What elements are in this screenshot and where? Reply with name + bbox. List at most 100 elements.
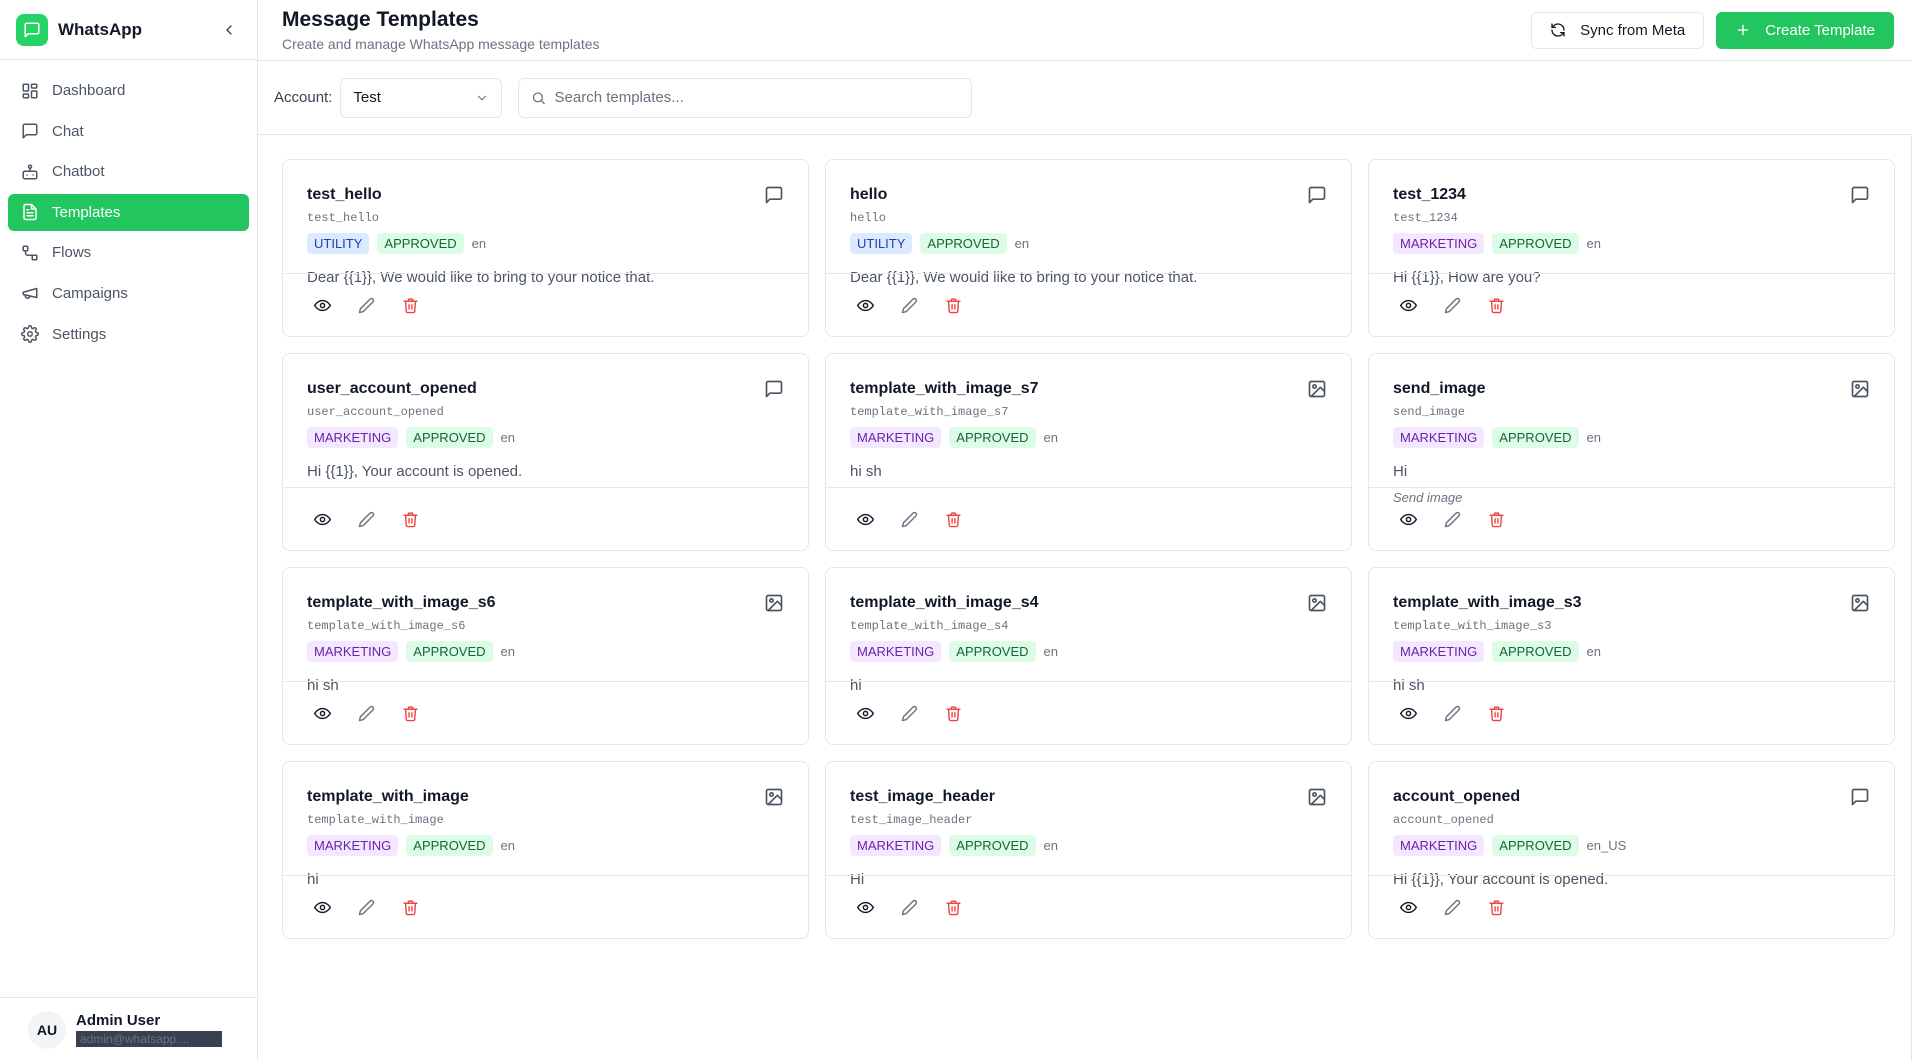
edit-button[interactable] (1443, 704, 1461, 722)
sidebar-item-settings[interactable]: Settings (8, 316, 249, 353)
edit-button[interactable] (900, 898, 918, 916)
search-input[interactable] (554, 89, 960, 106)
user-profile[interactable]: AU Admin User admin@whatsapp.... (0, 997, 258, 1061)
status-badge: APPROVED (949, 427, 1036, 448)
delete-button[interactable] (401, 296, 419, 314)
eye-icon (856, 707, 874, 719)
collapse-sidebar-button[interactable] (217, 18, 241, 42)
delete-button[interactable] (401, 704, 419, 722)
bot-icon (22, 164, 38, 180)
chat-icon (22, 123, 38, 139)
message-square-icon (1851, 788, 1869, 806)
template-name: test_hello (307, 186, 382, 203)
edit-button[interactable] (357, 704, 375, 722)
sidebar-item-label: Dashboard (52, 82, 126, 99)
search-box[interactable] (518, 77, 973, 118)
badges: MARKETING APPROVED en (307, 835, 784, 856)
view-button[interactable] (856, 510, 874, 528)
sidebar-item-chatbot[interactable]: Chatbot (8, 153, 249, 190)
edit-button[interactable] (1443, 510, 1461, 528)
sync-from-meta-button[interactable]: Sync from Meta (1531, 11, 1705, 49)
card-actions (826, 681, 1351, 744)
delete-button[interactable] (1487, 898, 1505, 916)
edit-button[interactable] (900, 704, 918, 722)
category-badge: MARKETING (1393, 233, 1485, 254)
template-code: user_account_opened (307, 405, 444, 419)
view-button[interactable] (1399, 704, 1417, 722)
sidebar-item-dashboard[interactable]: Dashboard (8, 72, 249, 109)
delete-button[interactable] (944, 704, 962, 722)
trash-icon (945, 511, 961, 527)
view-button[interactable] (313, 296, 331, 314)
template-name: template_with_image_s6 (307, 594, 496, 611)
template-card: template_with_image_s6 template_with_imag… (282, 567, 809, 745)
template-name: template_with_image_s3 (1393, 594, 1582, 611)
eye-icon (856, 299, 874, 311)
pencil-icon (358, 511, 374, 527)
view-button[interactable] (313, 898, 331, 916)
category-badge: MARKETING (850, 835, 942, 856)
view-button[interactable] (856, 296, 874, 314)
avatar: AU (28, 1010, 66, 1049)
status-badge: APPROVED (920, 233, 1007, 254)
card-body: account_opened account_opened MARKETING APP… (1369, 762, 1894, 888)
edit-button[interactable] (900, 296, 918, 314)
templates-grid: test_hello test_hello UTILITY APPROVED en Dea… (282, 159, 1895, 939)
delete-button[interactable] (401, 510, 419, 528)
view-button[interactable] (856, 898, 874, 916)
template-card: send_image send_image MARKETING APPROVED en H… (1368, 353, 1895, 551)
card-actions (283, 875, 808, 938)
language-label: en (500, 430, 516, 445)
trash-icon (402, 297, 418, 313)
delete-button[interactable] (401, 898, 419, 916)
edit-button[interactable] (1443, 296, 1461, 314)
edit-button[interactable] (900, 510, 918, 528)
badges: UTILITY APPROVED en (850, 233, 1327, 254)
user-info: Admin User admin@whatsapp.... (76, 1012, 222, 1047)
view-button[interactable] (313, 510, 331, 528)
edit-button[interactable] (357, 898, 375, 916)
pencil-icon (1444, 705, 1460, 721)
delete-button[interactable] (944, 898, 962, 916)
pencil-icon (901, 705, 917, 721)
sidebar-item-flows[interactable]: Flows (8, 234, 249, 271)
card-actions (826, 273, 1351, 336)
badges: MARKETING APPROVED en (307, 427, 784, 448)
edit-button[interactable] (1443, 898, 1461, 916)
eye-icon (313, 901, 331, 913)
delete-button[interactable] (1487, 704, 1505, 722)
badges: MARKETING APPROVED en (1393, 427, 1870, 448)
category-badge: MARKETING (850, 427, 942, 448)
edit-button[interactable] (357, 296, 375, 314)
sidebar-item-chat[interactable]: Chat (8, 113, 249, 150)
template-card: template_with_image_s3 template_with_imag… (1368, 567, 1895, 745)
category-badge: MARKETING (307, 835, 399, 856)
view-button[interactable] (856, 704, 874, 722)
filter-toolbar: Account: Test (258, 61, 1912, 135)
delete-button[interactable] (944, 510, 962, 528)
category-badge: MARKETING (1393, 641, 1485, 662)
badges: MARKETING APPROVED en (850, 641, 1327, 662)
sidebar-item-campaigns[interactable]: Campaigns (8, 275, 249, 312)
delete-button[interactable] (1487, 510, 1505, 528)
create-template-button[interactable]: Create Template (1716, 11, 1894, 49)
view-button[interactable] (1399, 898, 1417, 916)
delete-button[interactable] (944, 296, 962, 314)
image-icon (765, 788, 783, 806)
message-square-icon (765, 186, 783, 204)
account-select[interactable]: Test (340, 77, 503, 118)
delete-button[interactable] (1487, 296, 1505, 314)
view-button[interactable] (1399, 296, 1417, 314)
card-actions (1369, 487, 1894, 550)
language-label: en (1586, 644, 1602, 659)
template-card: hello hello UTILITY APPROVED en Dear {{1}}, W… (825, 159, 1352, 337)
sidebar-item-templates[interactable]: Templates (8, 193, 249, 231)
badges: MARKETING APPROVED en_US (1393, 835, 1870, 856)
status-badge: APPROVED (949, 641, 1036, 662)
view-button[interactable] (1399, 510, 1417, 528)
template-name: send_image (1393, 380, 1486, 397)
template-card: test_hello test_hello UTILITY APPROVED en Dea… (282, 159, 809, 337)
edit-button[interactable] (357, 510, 375, 528)
app-name: WhatsApp (58, 19, 143, 39)
view-button[interactable] (313, 704, 331, 722)
